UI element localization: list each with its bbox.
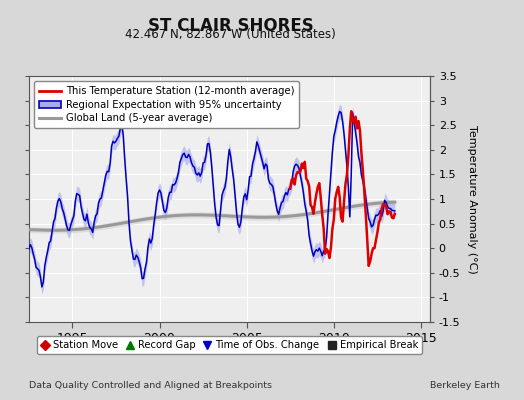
Legend: This Temperature Station (12-month average), Regional Expectation with 95% uncer: This Temperature Station (12-month avera…: [34, 81, 299, 128]
Legend: Station Move, Record Gap, Time of Obs. Change, Empirical Break: Station Move, Record Gap, Time of Obs. C…: [37, 336, 422, 354]
Text: Data Quality Controlled and Aligned at Breakpoints: Data Quality Controlled and Aligned at B…: [29, 381, 272, 390]
Text: Berkeley Earth: Berkeley Earth: [430, 381, 499, 390]
Text: 42.467 N, 82.867 W (United States): 42.467 N, 82.867 W (United States): [125, 28, 336, 41]
Y-axis label: Temperature Anomaly (°C): Temperature Anomaly (°C): [467, 125, 477, 273]
Text: ST CLAIR SHORES: ST CLAIR SHORES: [148, 17, 313, 35]
